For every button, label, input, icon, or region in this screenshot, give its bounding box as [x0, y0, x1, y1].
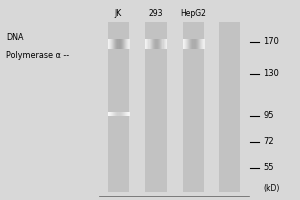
FancyBboxPatch shape [164, 39, 165, 49]
FancyBboxPatch shape [126, 39, 128, 49]
FancyBboxPatch shape [146, 39, 148, 49]
FancyBboxPatch shape [152, 39, 153, 49]
FancyBboxPatch shape [128, 112, 130, 116]
FancyBboxPatch shape [125, 112, 126, 116]
FancyBboxPatch shape [192, 39, 194, 49]
FancyBboxPatch shape [186, 39, 187, 49]
FancyBboxPatch shape [163, 39, 164, 49]
FancyBboxPatch shape [120, 112, 121, 116]
FancyBboxPatch shape [115, 39, 117, 49]
FancyBboxPatch shape [109, 112, 110, 116]
FancyBboxPatch shape [114, 39, 116, 49]
FancyBboxPatch shape [123, 112, 124, 116]
FancyBboxPatch shape [156, 39, 158, 49]
Text: HepG2: HepG2 [181, 9, 206, 19]
FancyBboxPatch shape [128, 39, 130, 49]
FancyBboxPatch shape [122, 39, 123, 49]
FancyBboxPatch shape [121, 112, 122, 116]
FancyBboxPatch shape [112, 112, 113, 116]
FancyBboxPatch shape [115, 112, 117, 116]
FancyBboxPatch shape [120, 39, 121, 49]
FancyBboxPatch shape [108, 112, 109, 116]
FancyBboxPatch shape [110, 39, 111, 49]
FancyBboxPatch shape [195, 39, 196, 49]
FancyBboxPatch shape [155, 39, 156, 49]
FancyBboxPatch shape [118, 39, 120, 49]
FancyBboxPatch shape [111, 39, 112, 49]
FancyBboxPatch shape [202, 39, 203, 49]
FancyBboxPatch shape [190, 39, 192, 49]
Text: 170: 170 [263, 38, 279, 46]
FancyBboxPatch shape [125, 39, 126, 49]
FancyBboxPatch shape [198, 39, 199, 49]
FancyBboxPatch shape [110, 112, 111, 116]
FancyBboxPatch shape [118, 112, 120, 116]
Text: (kD): (kD) [263, 184, 280, 192]
FancyBboxPatch shape [116, 39, 118, 49]
FancyBboxPatch shape [145, 22, 167, 192]
Text: 55: 55 [263, 164, 274, 172]
FancyBboxPatch shape [124, 112, 125, 116]
FancyBboxPatch shape [194, 39, 195, 49]
FancyBboxPatch shape [183, 22, 204, 192]
FancyBboxPatch shape [189, 39, 190, 49]
FancyBboxPatch shape [165, 39, 166, 49]
FancyBboxPatch shape [117, 112, 119, 116]
FancyBboxPatch shape [123, 39, 124, 49]
FancyBboxPatch shape [154, 39, 155, 49]
FancyBboxPatch shape [122, 112, 123, 116]
Text: 130: 130 [263, 70, 279, 78]
FancyBboxPatch shape [203, 39, 205, 49]
FancyBboxPatch shape [113, 39, 115, 49]
FancyBboxPatch shape [145, 39, 147, 49]
FancyBboxPatch shape [159, 39, 160, 49]
FancyBboxPatch shape [188, 39, 190, 49]
FancyBboxPatch shape [108, 22, 129, 192]
FancyBboxPatch shape [116, 112, 118, 116]
FancyBboxPatch shape [151, 39, 152, 49]
Text: DNA: DNA [6, 33, 23, 43]
FancyBboxPatch shape [153, 39, 154, 49]
FancyBboxPatch shape [158, 39, 160, 49]
Text: Polymerase α --: Polymerase α -- [6, 51, 69, 60]
FancyBboxPatch shape [200, 39, 201, 49]
FancyBboxPatch shape [126, 112, 128, 116]
FancyBboxPatch shape [121, 39, 122, 49]
FancyBboxPatch shape [112, 39, 113, 49]
FancyBboxPatch shape [127, 112, 128, 116]
FancyBboxPatch shape [127, 39, 128, 49]
FancyBboxPatch shape [161, 39, 163, 49]
FancyBboxPatch shape [196, 39, 197, 49]
FancyBboxPatch shape [117, 39, 119, 49]
FancyBboxPatch shape [109, 39, 110, 49]
FancyBboxPatch shape [149, 39, 151, 49]
FancyBboxPatch shape [124, 39, 125, 49]
FancyBboxPatch shape [111, 112, 112, 116]
Text: JK: JK [115, 9, 122, 19]
FancyBboxPatch shape [187, 39, 188, 49]
FancyBboxPatch shape [166, 39, 167, 49]
FancyBboxPatch shape [201, 39, 202, 49]
FancyBboxPatch shape [183, 39, 184, 49]
Text: 72: 72 [263, 138, 274, 146]
FancyBboxPatch shape [184, 39, 185, 49]
FancyBboxPatch shape [185, 39, 186, 49]
FancyBboxPatch shape [191, 39, 193, 49]
FancyBboxPatch shape [147, 39, 149, 49]
FancyBboxPatch shape [157, 39, 158, 49]
Text: 293: 293 [149, 9, 163, 19]
FancyBboxPatch shape [199, 39, 200, 49]
FancyBboxPatch shape [108, 39, 109, 49]
FancyBboxPatch shape [113, 112, 115, 116]
Text: 95: 95 [263, 112, 274, 120]
FancyBboxPatch shape [219, 22, 240, 192]
FancyBboxPatch shape [197, 39, 198, 49]
FancyBboxPatch shape [148, 39, 150, 49]
FancyBboxPatch shape [114, 112, 116, 116]
FancyBboxPatch shape [160, 39, 162, 49]
